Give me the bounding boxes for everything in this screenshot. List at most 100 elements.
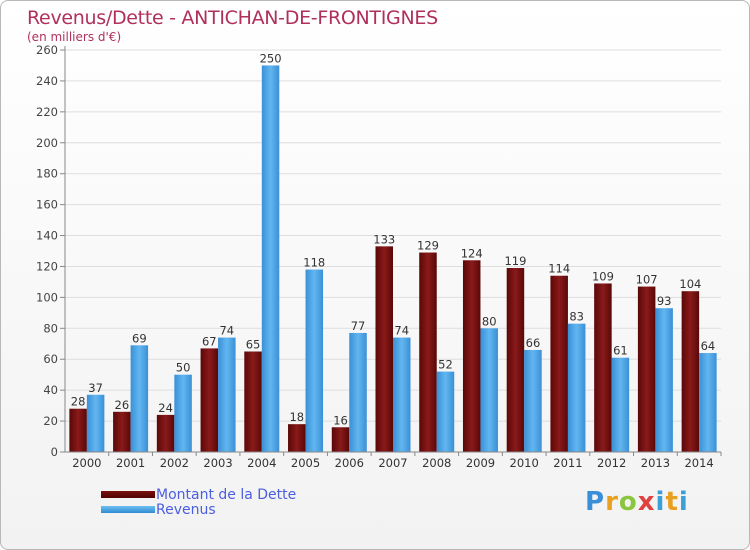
bar-revenus-2012 bbox=[611, 357, 630, 452]
bar-dette-2005 bbox=[288, 424, 306, 452]
y-tick-label: 160 bbox=[36, 198, 58, 212]
data-label: 129 bbox=[417, 239, 439, 253]
y-tick-label: 220 bbox=[36, 105, 58, 119]
x-tick-label: 2002 bbox=[160, 456, 189, 470]
y-tick-label: 60 bbox=[43, 352, 58, 366]
x-tick-label: 2000 bbox=[72, 456, 101, 470]
data-label: 118 bbox=[303, 256, 325, 270]
y-tick-label: 100 bbox=[36, 290, 58, 304]
data-label: 107 bbox=[636, 273, 658, 287]
x-tick-label: 2010 bbox=[510, 456, 539, 470]
data-label: 24 bbox=[158, 401, 173, 415]
x-tick-label: 2012 bbox=[597, 456, 626, 470]
data-label: 109 bbox=[592, 269, 614, 283]
data-label: 80 bbox=[482, 314, 497, 328]
y-tick-label: 260 bbox=[36, 43, 58, 57]
x-tick-label: 2013 bbox=[641, 456, 670, 470]
bar-revenus-2000 bbox=[86, 394, 105, 452]
x-tick-label: 2011 bbox=[553, 456, 582, 470]
data-label: 61 bbox=[613, 344, 628, 358]
legend-label-revenus: Revenus bbox=[156, 501, 216, 518]
data-label: 64 bbox=[701, 339, 716, 353]
data-label: 65 bbox=[246, 338, 261, 352]
data-label: 93 bbox=[657, 294, 672, 308]
data-label: 77 bbox=[351, 319, 366, 333]
data-label: 114 bbox=[548, 262, 570, 276]
bar-dette-2012 bbox=[594, 283, 612, 452]
data-label: 83 bbox=[569, 310, 584, 324]
legend-swatch-revenus bbox=[101, 506, 155, 513]
bar-dette-2009 bbox=[462, 260, 481, 452]
y-tick-label: 140 bbox=[36, 229, 58, 243]
y-tick-label: 200 bbox=[36, 136, 58, 150]
y-tick-label: 40 bbox=[43, 383, 58, 397]
data-label: 28 bbox=[71, 395, 86, 409]
x-tick-label: 2014 bbox=[684, 456, 713, 470]
data-label: 74 bbox=[394, 324, 409, 338]
data-label: 133 bbox=[373, 232, 395, 246]
data-label: 26 bbox=[115, 398, 130, 412]
bar-revenus-2014 bbox=[699, 353, 717, 452]
x-tick-label: 2009 bbox=[466, 456, 495, 470]
bar-revenus-2005 bbox=[305, 269, 324, 452]
bar-dette-2013 bbox=[637, 286, 656, 452]
bar-revenus-2010 bbox=[524, 349, 542, 452]
x-tick-label: 2006 bbox=[335, 456, 364, 470]
data-label: 74 bbox=[219, 324, 234, 338]
legend-item-revenus: Revenus bbox=[101, 501, 296, 518]
chart-legend: Montant de la Dette Revenus bbox=[101, 486, 297, 518]
data-label: 66 bbox=[526, 336, 541, 350]
y-tick-label: 80 bbox=[43, 321, 58, 335]
bar-revenus-2003 bbox=[218, 337, 236, 452]
bar-revenus-2006 bbox=[349, 332, 367, 452]
data-label: 119 bbox=[504, 254, 526, 268]
y-tick-label: 20 bbox=[43, 414, 58, 428]
bar-dette-2010 bbox=[506, 268, 525, 452]
bar-dette-2007 bbox=[375, 246, 393, 452]
y-tick-label: 180 bbox=[36, 167, 58, 181]
data-label: 67 bbox=[202, 334, 217, 348]
bar-revenus-2009 bbox=[480, 328, 498, 452]
data-label: 69 bbox=[132, 331, 147, 345]
y-tick-label: 240 bbox=[36, 74, 58, 88]
bar-dette-2006 bbox=[331, 427, 350, 452]
bar-dette-2008 bbox=[419, 252, 437, 452]
data-label: 37 bbox=[88, 381, 103, 395]
bar-dette-2014 bbox=[681, 291, 700, 452]
bar-dette-2003 bbox=[200, 348, 219, 452]
bar-dette-2011 bbox=[550, 275, 568, 452]
legend-label-dette: Montant de la Dette bbox=[156, 486, 297, 503]
data-label: 52 bbox=[438, 358, 453, 372]
x-tick-label: 2004 bbox=[247, 456, 276, 470]
x-tick-label: 2008 bbox=[422, 456, 451, 470]
y-tick-label: 120 bbox=[36, 259, 58, 273]
bar-dette-2001 bbox=[113, 411, 131, 452]
data-label: 250 bbox=[260, 51, 282, 65]
bar-dette-2002 bbox=[156, 414, 175, 452]
bar-revenus-2002 bbox=[174, 374, 192, 452]
proxiti-logo: Proxiti bbox=[585, 487, 689, 517]
bar-revenus-2001 bbox=[130, 345, 149, 452]
x-tick-label: 2003 bbox=[203, 456, 232, 470]
bar-revenus-2004 bbox=[261, 65, 280, 452]
data-label: 124 bbox=[461, 246, 483, 260]
bar-revenus-2011 bbox=[567, 323, 586, 452]
x-tick-label: 2001 bbox=[116, 456, 145, 470]
bar-dette-2004 bbox=[244, 351, 262, 452]
data-label: 104 bbox=[679, 277, 701, 291]
bar-revenus-2008 bbox=[436, 371, 455, 452]
y-tick-label: 0 bbox=[51, 445, 58, 459]
data-label: 18 bbox=[289, 410, 304, 424]
bar-revenus-2013 bbox=[655, 308, 673, 452]
bar-dette-2000 bbox=[69, 408, 87, 452]
x-tick-label: 2007 bbox=[378, 456, 407, 470]
data-label: 50 bbox=[176, 361, 191, 375]
legend-swatch-dette bbox=[101, 491, 155, 498]
bar-revenus-2007 bbox=[393, 337, 411, 452]
legend-item-dette: Montant de la Dette bbox=[101, 486, 297, 503]
x-tick-label: 2005 bbox=[291, 456, 320, 470]
chart-subtitle: (en milliers d'€) bbox=[27, 30, 122, 44]
data-label: 16 bbox=[333, 413, 348, 427]
